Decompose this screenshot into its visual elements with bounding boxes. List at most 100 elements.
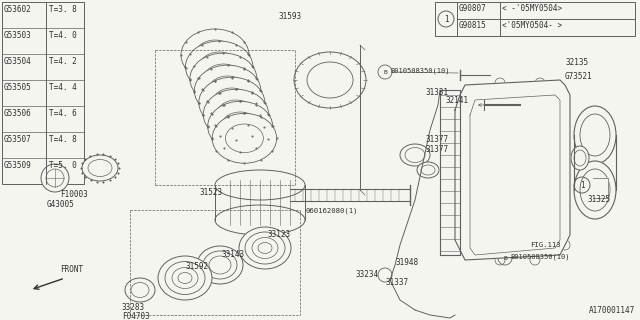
Ellipse shape (580, 114, 610, 156)
Text: G43005: G43005 (47, 200, 75, 209)
Text: A170001147: A170001147 (589, 306, 635, 315)
Text: 33234: 33234 (355, 270, 378, 279)
Polygon shape (440, 90, 460, 255)
Ellipse shape (131, 283, 149, 298)
Ellipse shape (215, 205, 305, 235)
Ellipse shape (574, 161, 616, 219)
Ellipse shape (125, 278, 155, 302)
Text: 32135: 32135 (565, 58, 588, 67)
Text: T=4. 8: T=4. 8 (49, 135, 77, 144)
Text: B010508350(10): B010508350(10) (390, 68, 449, 75)
Text: 31523: 31523 (200, 188, 223, 197)
Ellipse shape (165, 261, 205, 294)
Circle shape (530, 255, 540, 265)
Text: 31593: 31593 (278, 12, 301, 21)
Circle shape (560, 100, 570, 110)
Text: T=4. 0: T=4. 0 (49, 31, 77, 40)
Circle shape (535, 78, 545, 88)
Text: B: B (503, 255, 507, 260)
Text: G53509: G53509 (4, 161, 32, 170)
Bar (435, 2, 635, 36)
Ellipse shape (190, 53, 257, 105)
Circle shape (41, 164, 69, 192)
Ellipse shape (470, 100, 482, 110)
Ellipse shape (307, 62, 353, 98)
Ellipse shape (195, 40, 235, 70)
Text: 31337: 31337 (385, 278, 408, 287)
Ellipse shape (245, 232, 285, 264)
Ellipse shape (204, 64, 243, 93)
Ellipse shape (172, 268, 198, 289)
Text: FRONT: FRONT (60, 265, 83, 274)
Ellipse shape (199, 52, 239, 82)
Ellipse shape (204, 89, 269, 140)
Ellipse shape (209, 256, 231, 274)
Text: 32141: 32141 (445, 96, 468, 105)
Text: F04703: F04703 (122, 312, 150, 320)
Text: 31325: 31325 (588, 195, 611, 204)
Text: G90807: G90807 (459, 4, 487, 13)
Ellipse shape (199, 77, 265, 128)
Text: 33283: 33283 (122, 303, 145, 312)
Ellipse shape (294, 52, 366, 108)
Text: B: B (383, 69, 387, 75)
Circle shape (495, 78, 505, 88)
Circle shape (493, 148, 537, 192)
Ellipse shape (197, 246, 243, 284)
Text: 31948: 31948 (395, 258, 418, 267)
Ellipse shape (217, 100, 255, 129)
Ellipse shape (574, 150, 586, 166)
Text: T=3. 8: T=3. 8 (49, 5, 77, 14)
Polygon shape (593, 178, 608, 198)
Ellipse shape (212, 88, 252, 117)
Circle shape (560, 240, 570, 250)
Polygon shape (470, 95, 560, 255)
Ellipse shape (574, 106, 616, 164)
Circle shape (560, 200, 570, 210)
Ellipse shape (208, 101, 273, 151)
Text: <'05MY0504- >: <'05MY0504- > (502, 21, 562, 30)
Text: G73521: G73521 (565, 72, 593, 81)
Ellipse shape (571, 146, 589, 170)
Ellipse shape (88, 159, 112, 177)
Text: T=4. 2: T=4. 2 (49, 57, 77, 66)
Text: G53506: G53506 (4, 109, 32, 118)
Circle shape (560, 150, 570, 160)
Bar (2, 2, 84, 184)
Ellipse shape (225, 124, 263, 153)
Ellipse shape (208, 76, 247, 105)
Ellipse shape (417, 162, 439, 178)
Circle shape (453, 240, 463, 250)
Ellipse shape (181, 29, 249, 81)
Text: F10003: F10003 (60, 190, 88, 199)
Text: 33123: 33123 (268, 230, 291, 239)
Ellipse shape (252, 237, 278, 259)
Text: 31377: 31377 (425, 135, 448, 144)
Text: 31592: 31592 (185, 262, 208, 271)
Text: 31377: 31377 (425, 145, 448, 154)
Text: G53504: G53504 (4, 57, 32, 66)
Ellipse shape (580, 169, 610, 211)
Circle shape (46, 169, 64, 187)
Ellipse shape (215, 170, 305, 200)
Circle shape (453, 100, 463, 110)
Text: G53602: G53602 (4, 5, 32, 14)
Ellipse shape (258, 243, 272, 253)
Text: 1: 1 (444, 14, 448, 23)
Text: T=4. 6: T=4. 6 (49, 109, 77, 118)
Ellipse shape (195, 65, 261, 116)
Ellipse shape (82, 155, 118, 181)
Ellipse shape (178, 273, 192, 284)
Ellipse shape (158, 256, 212, 300)
Text: 1: 1 (580, 180, 584, 189)
Circle shape (480, 135, 550, 205)
Text: G53503: G53503 (4, 31, 32, 40)
Text: G53507: G53507 (4, 135, 32, 144)
Ellipse shape (472, 102, 480, 108)
Text: < -'05MY0504>: < -'05MY0504> (502, 4, 562, 13)
Ellipse shape (239, 227, 291, 269)
Text: 33143: 33143 (222, 250, 245, 259)
Ellipse shape (400, 144, 430, 166)
Text: 060162080(1): 060162080(1) (305, 208, 358, 214)
Ellipse shape (405, 148, 425, 163)
